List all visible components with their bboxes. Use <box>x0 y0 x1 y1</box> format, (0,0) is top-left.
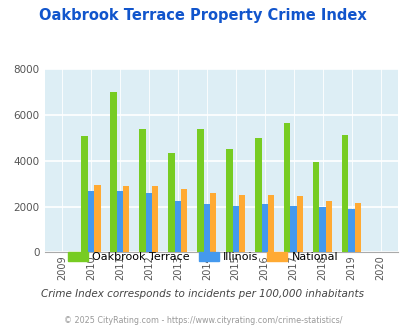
Text: © 2025 CityRating.com - https://www.cityrating.com/crime-statistics/: © 2025 CityRating.com - https://www.city… <box>64 316 341 325</box>
Bar <box>226 149 232 252</box>
Bar <box>110 92 117 252</box>
Bar <box>312 162 319 252</box>
Text: Crime Index corresponds to incidents per 100,000 inhabitants: Crime Index corresponds to incidents per… <box>41 289 364 299</box>
Bar <box>232 206 238 252</box>
Bar <box>87 191 94 252</box>
Bar <box>168 153 174 252</box>
Legend: Oakbrook Terrace, Illinois, National: Oakbrook Terrace, Illinois, National <box>63 248 342 267</box>
Bar <box>254 138 261 252</box>
Bar <box>267 195 274 252</box>
Bar <box>319 207 325 252</box>
Bar <box>145 193 152 252</box>
Bar <box>197 129 203 252</box>
Bar <box>341 135 347 252</box>
Bar <box>174 201 181 252</box>
Bar <box>284 123 290 252</box>
Bar <box>123 186 129 252</box>
Bar <box>354 203 360 252</box>
Bar <box>347 209 354 252</box>
Bar <box>139 129 145 252</box>
Bar <box>296 196 303 252</box>
Bar <box>81 136 87 252</box>
Bar <box>261 204 267 252</box>
Text: Oakbrook Terrace Property Crime Index: Oakbrook Terrace Property Crime Index <box>39 8 366 23</box>
Bar <box>238 195 245 252</box>
Bar <box>209 193 216 252</box>
Bar <box>181 189 187 252</box>
Bar <box>117 191 123 252</box>
Bar <box>94 185 100 252</box>
Bar <box>290 206 296 252</box>
Bar <box>325 201 331 252</box>
Bar <box>203 204 209 252</box>
Bar <box>152 186 158 252</box>
